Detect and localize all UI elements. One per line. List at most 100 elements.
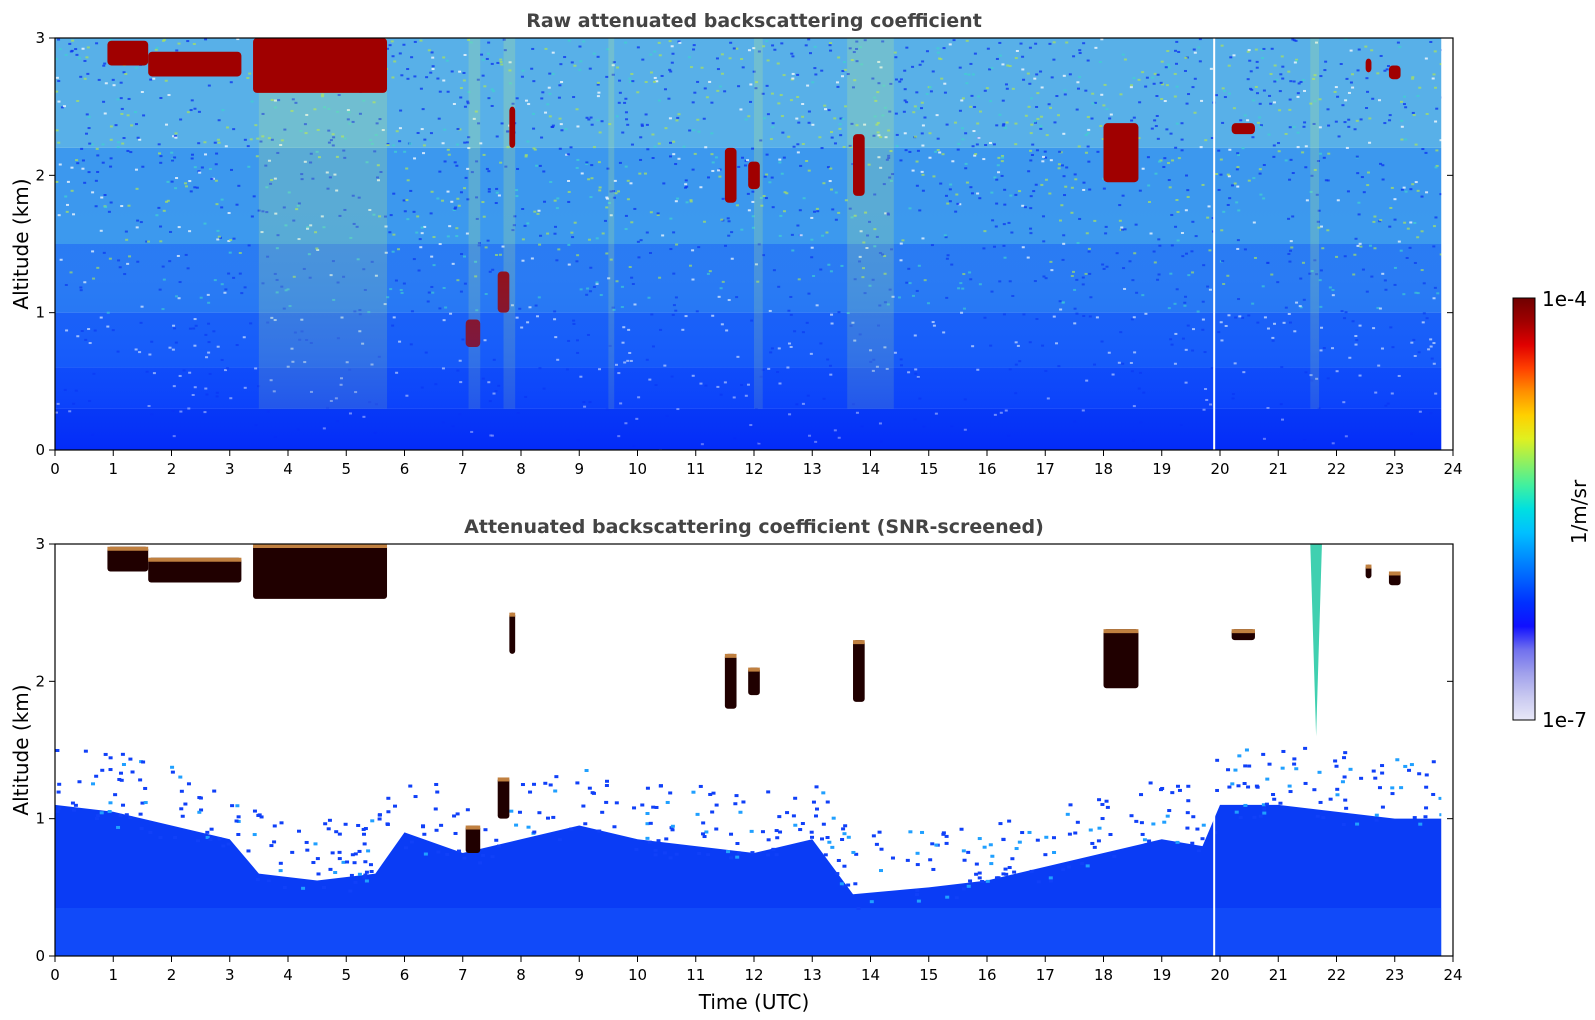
screened-cloud-1 xyxy=(148,557,242,583)
raw-y-axis-label: Altitude (km) xyxy=(9,178,33,309)
screened-cloud-edge-9 xyxy=(1103,629,1139,634)
screened-y-axis-label: Altitude (km) xyxy=(9,684,33,815)
screened-cloud-edge-3 xyxy=(465,825,481,830)
raw-x-tick-label: 6 xyxy=(400,460,410,478)
screened-cloud-edge-4 xyxy=(497,777,510,782)
screened-cloud-0 xyxy=(107,546,149,572)
screened-cloud-edge-1 xyxy=(148,557,242,562)
screened-x-tick-label: 6 xyxy=(400,966,410,984)
screened-x-tick-label: 20 xyxy=(1210,966,1229,984)
screened-y-tick-label: 2 xyxy=(35,672,45,690)
screened-x-tick-label: 7 xyxy=(458,966,468,984)
colorbar-min-label: 1e-7 xyxy=(1542,708,1587,732)
screened-cloud-edge-6 xyxy=(724,653,737,658)
raw-x-tick-label: 23 xyxy=(1385,460,1404,478)
raw-y-tick-label: 2 xyxy=(35,166,45,184)
screened-y-tick-label: 1 xyxy=(35,810,45,828)
raw-x-tick-label: 5 xyxy=(341,460,351,478)
panel-screened-title: Attenuated backscattering coefficient (S… xyxy=(464,516,1044,538)
raw-x-tick-label: 12 xyxy=(744,460,763,478)
screened-cloud-7 xyxy=(748,667,760,696)
raw-x-tick-label: 19 xyxy=(1152,460,1171,478)
raw-x-tick-label: 21 xyxy=(1269,460,1288,478)
raw-x-tick-label: 13 xyxy=(803,460,822,478)
raw-x-tick-label: 1 xyxy=(108,460,118,478)
screened-x-tick-label: 14 xyxy=(861,966,880,984)
screened-cloud-4 xyxy=(497,777,510,819)
screened-cloud-edge-12 xyxy=(1388,571,1401,576)
raw-x-tick-label: 15 xyxy=(919,460,938,478)
raw-data-gap xyxy=(1213,38,1216,450)
screened-x-tick-label: 3 xyxy=(225,966,235,984)
raw-gradient-overlay xyxy=(55,38,1442,450)
panel-raw-title: Raw attenuated backscattering coefficien… xyxy=(526,10,982,32)
raw-x-tick-label: 10 xyxy=(628,460,647,478)
raw-y-tick-label: 0 xyxy=(35,441,45,459)
screened-x-tick-label: 17 xyxy=(1036,966,1055,984)
screened-cloud-edge-10 xyxy=(1231,629,1255,634)
screened-data-gap xyxy=(1213,544,1216,956)
screened-x-tick-label: 4 xyxy=(283,966,293,984)
raw-x-tick-label: 3 xyxy=(225,460,235,478)
screened-cloud-3 xyxy=(465,825,481,853)
screened-cloud-edge-0 xyxy=(107,546,149,551)
screened-x-tick-label: 2 xyxy=(167,966,177,984)
panel-raw: Raw attenuated backscattering coefficien… xyxy=(9,10,1463,478)
raw-x-tick-label: 11 xyxy=(686,460,705,478)
raw-no-data xyxy=(1441,38,1453,450)
screened-ticks: 0 1 2 3 4 5 6 7 8 9 10 11 12 13 14 15 16 17 18 19 20 21 22 23 24… xyxy=(35,535,1462,984)
raw-heatmap xyxy=(55,38,1453,450)
screened-fragments xyxy=(55,746,1444,910)
screened-cloud-edge-5 xyxy=(509,612,516,617)
screened-x-tick-label: 9 xyxy=(574,966,584,984)
screened-plume xyxy=(1310,544,1322,737)
screened-x-tick-label: 12 xyxy=(744,966,763,984)
raw-x-tick-label: 14 xyxy=(861,460,880,478)
colorbar-unit-label: 1/m/sr xyxy=(1567,479,1591,544)
raw-x-tick-label: 16 xyxy=(977,460,996,478)
screened-x-tick-label: 0 xyxy=(50,966,60,984)
raw-x-tick-label: 4 xyxy=(283,460,293,478)
screened-x-tick-label: 18 xyxy=(1094,966,1113,984)
screened-x-tick-label: 16 xyxy=(977,966,996,984)
screened-cloud-edge-7 xyxy=(748,667,760,672)
screened-x-tick-label: 5 xyxy=(341,966,351,984)
screened-x-tick-label: 15 xyxy=(919,966,938,984)
screened-y-tick-label: 3 xyxy=(35,535,45,553)
screened-x-tick-label: 10 xyxy=(628,966,647,984)
raw-ticks: 0 1 2 3 4 5 6 7 8 9 10 11 12 13 14 15 16 17 18 19 20 21 22 23 24… xyxy=(35,29,1462,478)
screened-cloud-edge-11 xyxy=(1365,564,1372,569)
colorbar-max-label: 1e-4 xyxy=(1542,287,1587,311)
screened-cloud-5 xyxy=(509,612,516,654)
raw-x-tick-label: 9 xyxy=(574,460,584,478)
raw-x-tick-label: 8 xyxy=(516,460,526,478)
colorbar-ramp xyxy=(1512,297,1536,721)
screened-x-tick-label: 8 xyxy=(516,966,526,984)
screened-near-surface xyxy=(55,907,1442,956)
x-axis-label: Time (UTC) xyxy=(698,990,810,1014)
raw-x-tick-label: 22 xyxy=(1327,460,1346,478)
screened-cloud-8 xyxy=(853,640,865,702)
screened-x-tick-label: 11 xyxy=(686,966,705,984)
raw-x-tick-label: 0 xyxy=(50,460,60,478)
screened-x-tick-label: 19 xyxy=(1152,966,1171,984)
screened-cloud-edge-2 xyxy=(253,544,388,548)
screened-x-tick-label: 21 xyxy=(1269,966,1288,984)
screened-no-data xyxy=(1441,544,1453,956)
screened-x-tick-label: 23 xyxy=(1385,966,1404,984)
screened-x-tick-label: 24 xyxy=(1443,966,1462,984)
screened-x-tick-label: 22 xyxy=(1327,966,1346,984)
screened-x-tick-label: 1 xyxy=(108,966,118,984)
panel-screened: Attenuated backscattering coefficient (S… xyxy=(9,516,1463,1014)
screened-boundary-layer xyxy=(55,804,1442,956)
screened-heatmap xyxy=(55,544,1453,956)
raw-x-tick-label: 7 xyxy=(458,460,468,478)
raw-y-tick-label: 1 xyxy=(35,304,45,322)
screened-y-tick-label: 0 xyxy=(35,947,45,965)
raw-x-tick-label: 24 xyxy=(1443,460,1462,478)
raw-x-tick-label: 2 xyxy=(167,460,177,478)
raw-y-tick-label: 3 xyxy=(35,29,45,47)
colorbar: 1e-4 1e-7 1/m/sr xyxy=(1512,287,1591,732)
raw-x-tick-label: 18 xyxy=(1094,460,1113,478)
